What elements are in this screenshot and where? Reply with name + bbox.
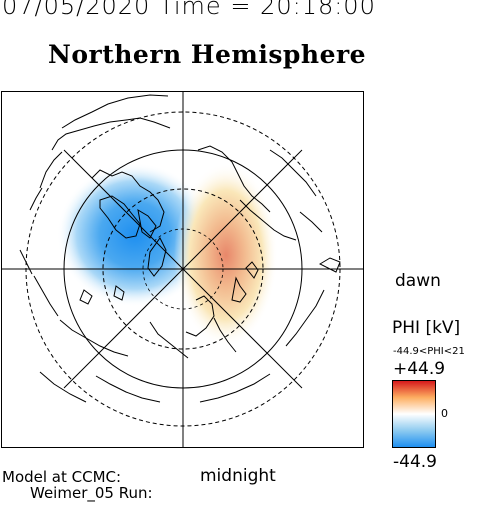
colorbar xyxy=(392,380,436,448)
hemisphere-title: Northern Hemisphere xyxy=(48,40,367,69)
run-label: Weimer_05 Run: xyxy=(30,484,153,502)
legend-range: -44.9<PHI<21 xyxy=(393,346,465,357)
dawn-label: dawn xyxy=(395,271,441,291)
legend-min-value: -44.9 xyxy=(393,452,437,472)
positive-potential-cell xyxy=(174,163,278,347)
map-frame xyxy=(1,91,364,448)
legend-title: PHI [kV] xyxy=(392,318,461,338)
diagonal-grid-line-2 xyxy=(63,149,303,389)
legend-max-value: +44.9 xyxy=(393,359,446,379)
legend-zero-value: 0 xyxy=(441,407,448,420)
midnight-label: midnight xyxy=(200,466,276,486)
model-label: Model at CCMC: xyxy=(2,468,122,486)
negative-potential-cell xyxy=(57,163,213,307)
coastlines xyxy=(19,94,341,403)
datetime-header: 07/05/2020 Time = 20:18:00 xyxy=(2,0,376,20)
